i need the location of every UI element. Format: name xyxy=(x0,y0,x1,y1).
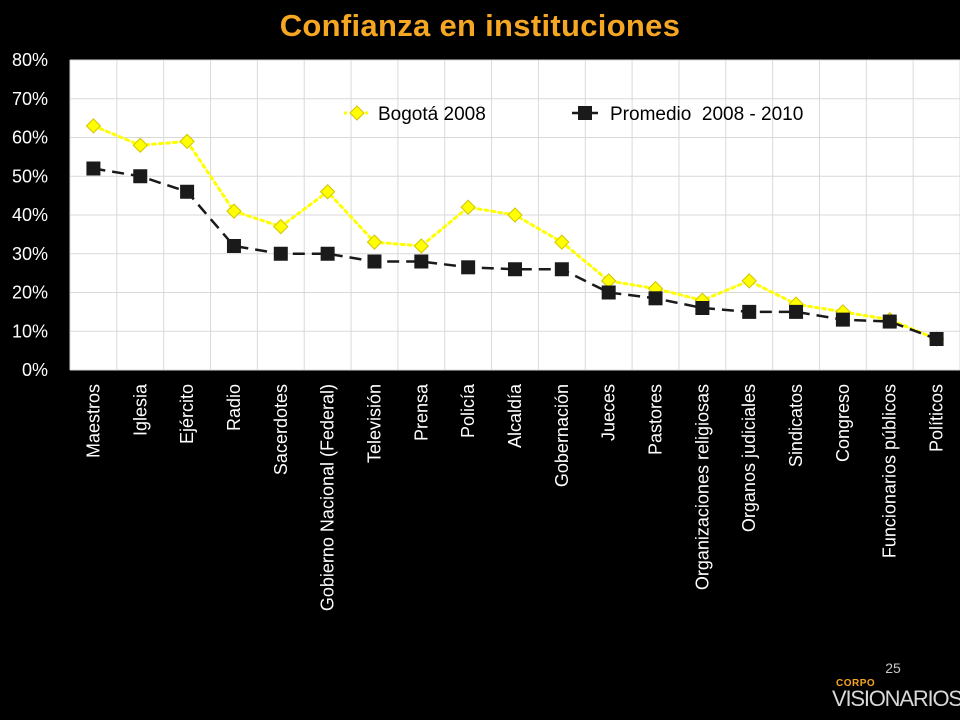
legend: Bogotá 2008 Promedio 2008 - 2010 xyxy=(344,104,803,125)
x-tick-label: Gobernación xyxy=(552,384,572,487)
x-tick-label: Organizaciones religiosas xyxy=(692,384,712,590)
bogota-point xyxy=(132,137,148,153)
slide-title: Confianza en instituciones xyxy=(279,8,681,43)
promedio-point xyxy=(320,246,335,261)
promedio-point xyxy=(367,254,382,269)
promedio-point xyxy=(695,301,710,315)
y-tick-label: 30% xyxy=(12,244,48,264)
corpovisionarios-logo: CORPO VISIONARIOS xyxy=(832,678,960,714)
logo-top-text: CORPO xyxy=(836,678,876,689)
promedio-point xyxy=(414,254,429,269)
x-tick-label: Pastores xyxy=(646,384,666,455)
y-tick-label: 0% xyxy=(22,360,48,380)
y-tick-label: 10% xyxy=(12,321,48,341)
bogota-point xyxy=(554,234,570,250)
series-lines xyxy=(85,118,945,347)
promedio-point xyxy=(273,246,288,261)
x-tick-label: Policía xyxy=(458,383,478,438)
grid-lines xyxy=(69,59,960,371)
legend-label-0: Bogotá 2008 xyxy=(378,104,486,125)
x-axis: Maestros Iglesia Ejército Radio Sacerdotes Go… xyxy=(83,383,946,611)
x-tick-label: Organos judiciales xyxy=(739,384,759,532)
promedio-point xyxy=(742,304,757,319)
bogota-point xyxy=(226,203,242,219)
x-tick-label: Maestros xyxy=(83,384,103,458)
x-tick-label: Congreso xyxy=(833,384,853,462)
bogota-point xyxy=(741,273,757,289)
promedio-point xyxy=(929,332,944,346)
legend-marker-1 xyxy=(578,106,592,120)
y-tick-label: 20% xyxy=(12,283,48,303)
promedio-point xyxy=(86,161,101,176)
promedio-point xyxy=(882,314,897,329)
logo-main-text: VISIONARIOS xyxy=(832,686,960,711)
page-number: 25 xyxy=(885,660,901,676)
y-tick-label: 50% xyxy=(12,166,48,186)
y-axis: 0% 10% 20% 30% 40% 50% 60% 70% 80% xyxy=(12,50,48,380)
x-tick-label: Sindicatos xyxy=(786,384,806,467)
x-tick-label: Radio xyxy=(224,384,244,431)
x-tick-label: Iglesia xyxy=(130,383,150,436)
x-tick-label: Alcaldía xyxy=(505,383,525,448)
promedio-point xyxy=(226,239,241,253)
bogota-point xyxy=(319,184,336,200)
legend-label-1: Promedio 2008 - 2010 xyxy=(610,104,803,125)
x-tick-label: Políticos xyxy=(927,384,947,452)
bogota-point xyxy=(413,238,430,254)
x-tick-label: Televisión xyxy=(364,384,384,463)
bogota-point xyxy=(507,207,523,223)
legend-marker-0 xyxy=(349,105,365,121)
y-tick-label: 70% xyxy=(12,89,48,109)
bogota-point xyxy=(85,118,102,134)
bogota-point xyxy=(273,218,289,235)
x-tick-label: Sacerdotes xyxy=(271,384,291,475)
promedio-point xyxy=(180,184,195,199)
x-tick-label: Ejército xyxy=(177,384,197,444)
bogota-point xyxy=(366,234,383,250)
promedio-point xyxy=(508,262,522,277)
y-tick-label: 60% xyxy=(12,128,48,148)
promedio-point xyxy=(648,291,663,306)
bogota-point xyxy=(460,199,476,215)
promedio-point xyxy=(554,262,569,277)
y-tick-label: 40% xyxy=(12,205,48,225)
x-tick-label: Gobierno Nacional (Federal) xyxy=(318,384,338,611)
x-tick-label: Jueces xyxy=(599,384,619,441)
promedio-point xyxy=(133,169,148,184)
promedio-point xyxy=(601,285,616,300)
promedio-point xyxy=(461,260,476,275)
y-tick-label: 80% xyxy=(12,50,48,70)
x-tick-label: Prensa xyxy=(411,383,431,441)
x-tick-label: Funcionarios públicos xyxy=(880,384,900,558)
promedio-point xyxy=(789,304,804,319)
bogota-point xyxy=(179,133,195,150)
promedio-point xyxy=(835,312,850,327)
